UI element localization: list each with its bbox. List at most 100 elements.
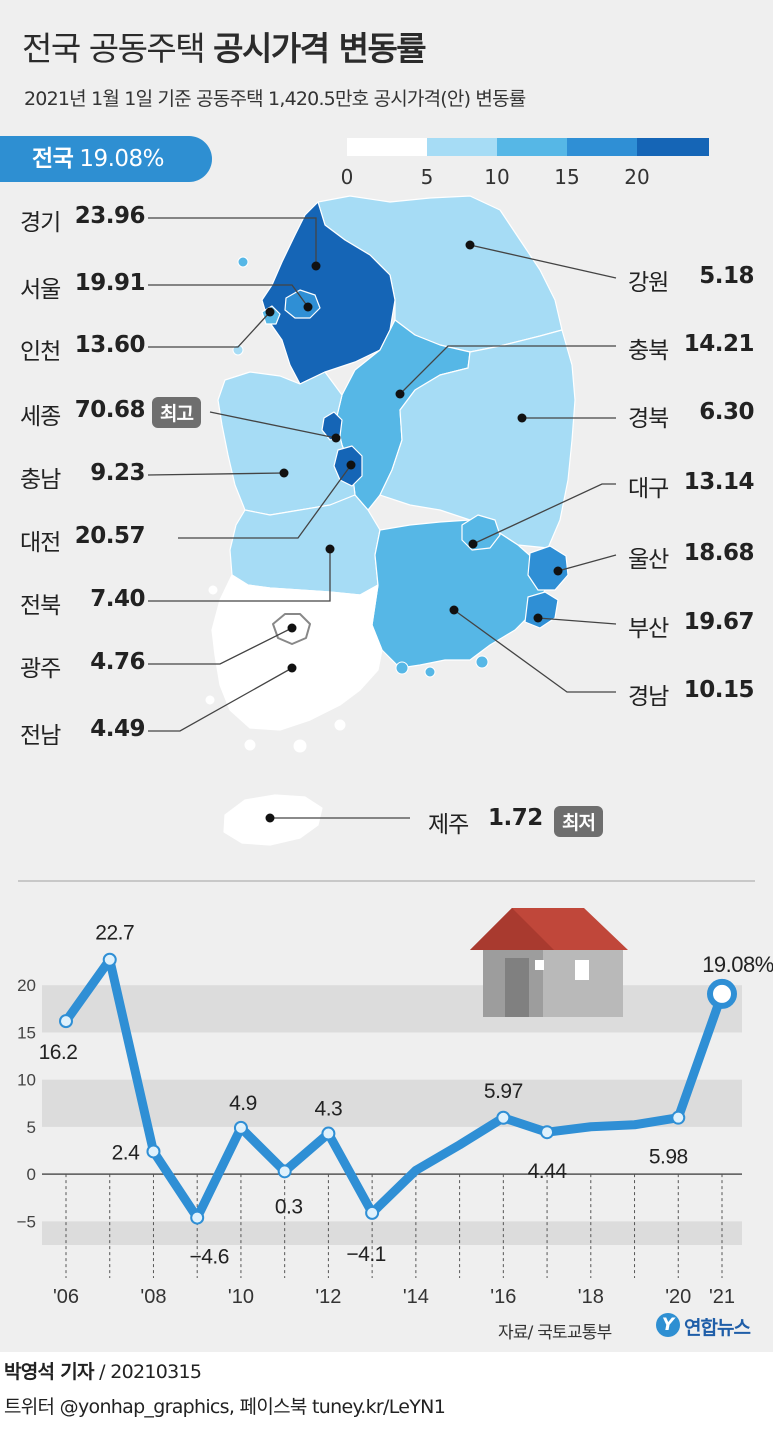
region-value: 9.23 (90, 460, 145, 486)
title-light: 전국 공동주택 (22, 29, 206, 68)
scale-swatch (497, 138, 567, 156)
data-label: 16.2 (39, 1041, 78, 1064)
region-shape (211, 574, 383, 731)
leader-line (148, 627, 293, 665)
page-subtitle: 2021년 1월 1일 기준 공동주택 1,420.5만호 공시가격(안) 변동… (24, 88, 526, 110)
region-marker (346, 460, 356, 470)
region-marker (468, 539, 478, 549)
scale-swatch (567, 138, 637, 156)
data-point (233, 1120, 248, 1135)
data-point (59, 1014, 73, 1029)
region-name: 전북 (20, 593, 61, 619)
x-tick-label: '16 (490, 1286, 516, 1308)
region-marker (325, 544, 335, 554)
x-tick-label: '10 (228, 1286, 254, 1308)
color-scale (347, 138, 709, 156)
region-name: 서울 (20, 277, 61, 303)
region-value: 18.68 (683, 540, 755, 566)
brand-logo-icon: Y (656, 1313, 680, 1337)
region-marker (395, 389, 405, 399)
island-shape (395, 661, 409, 675)
data-label: 5.98 (649, 1146, 688, 1169)
y-tick-label: 10 (17, 1071, 36, 1090)
region-shape (379, 329, 576, 549)
grid-band (42, 1079, 742, 1127)
page-title: 전국 공동주택 공시가격 변동률 (22, 22, 427, 70)
region-name: 충북 (628, 338, 669, 364)
region-shape (217, 371, 356, 516)
region-name: 울산 (628, 547, 669, 573)
region-value: 10.15 (683, 677, 755, 703)
section-divider (18, 880, 755, 882)
leader-line (147, 472, 285, 476)
leader-line (537, 617, 617, 625)
region-name: 부산 (628, 616, 669, 642)
region-value: 14.21 (683, 331, 755, 357)
data-label: 4.44 (528, 1160, 568, 1183)
island-shape (237, 256, 249, 268)
island-shape (208, 585, 218, 595)
data-point (190, 1210, 205, 1225)
x-tick-label: '21 (709, 1286, 735, 1308)
leader-line (148, 284, 309, 308)
region-marker (517, 413, 527, 423)
x-tick-label: '08 (140, 1286, 166, 1308)
series-line (61, 955, 727, 1223)
leader-line (148, 549, 331, 602)
region-marker (279, 468, 289, 478)
island-shape (293, 739, 307, 753)
island-shape (334, 719, 346, 731)
data-point (102, 952, 117, 967)
region-marker (311, 261, 321, 271)
region-name: 대전 (20, 530, 61, 556)
data-point (707, 978, 737, 1009)
region-marker (303, 302, 313, 312)
data-point (146, 1144, 161, 1159)
region-name: 인천 (20, 339, 61, 365)
region-value: 6.30 (699, 399, 754, 425)
data-label: 19.08% (702, 952, 773, 977)
region-value: 13.14 (683, 469, 755, 495)
nation-badge: 전국 19.08% (0, 136, 212, 182)
y-tick-label: 20 (17, 976, 36, 995)
scale-swatch (637, 138, 709, 156)
region-value: 4.76 (90, 649, 145, 675)
x-tick-label: '12 (315, 1286, 341, 1308)
region-marker (265, 813, 275, 823)
region-marker (331, 433, 341, 443)
scale-tick-label: 15 (554, 165, 580, 189)
region-marker (287, 623, 297, 633)
region-marker (449, 605, 459, 615)
region-marker (287, 663, 297, 673)
brand-name: 연합뉴스 (684, 1317, 751, 1339)
social-links: 트위터 @yonhap_graphics, 페이스북 tuney.kr/LeYN… (4, 1396, 446, 1418)
data-point (671, 1110, 686, 1125)
region-value: 19.91 (74, 270, 146, 296)
region-value: 19.67 (683, 609, 755, 635)
leader-line (148, 311, 271, 348)
region-name: 광주 (20, 656, 61, 682)
line-chart: −5 0 5 10 15 20 '06 '08 '10 '12 '14 '16 '18 '20 '21 16.… (17, 908, 773, 1308)
title-bold: 공시가격 변동률 (213, 29, 427, 68)
scale-tick-label: 5 (420, 165, 434, 189)
scale-tick-label: 20 (624, 165, 650, 189)
region-name: 경북 (628, 406, 669, 432)
data-point (496, 1110, 511, 1125)
leader-line (453, 609, 616, 693)
leader-line (148, 667, 293, 732)
island-shape (424, 666, 436, 678)
data-point (365, 1205, 380, 1220)
y-tick-label: 5 (27, 1118, 36, 1137)
data-label: −4.1 (346, 1243, 385, 1266)
scale-swatch (427, 138, 497, 156)
data-label: 2.4 (112, 1141, 141, 1164)
leader-line (209, 411, 337, 439)
data-label: 5.97 (484, 1080, 523, 1103)
nation-label: 전국 (32, 146, 74, 172)
house-icon (470, 908, 628, 1017)
leader-line (469, 244, 617, 279)
byline: 박영석 기자 / 20210315 (4, 1357, 202, 1384)
region-name: 세종 (20, 404, 61, 430)
region-shape (527, 545, 569, 591)
nation-value: 19.08% (79, 146, 165, 172)
